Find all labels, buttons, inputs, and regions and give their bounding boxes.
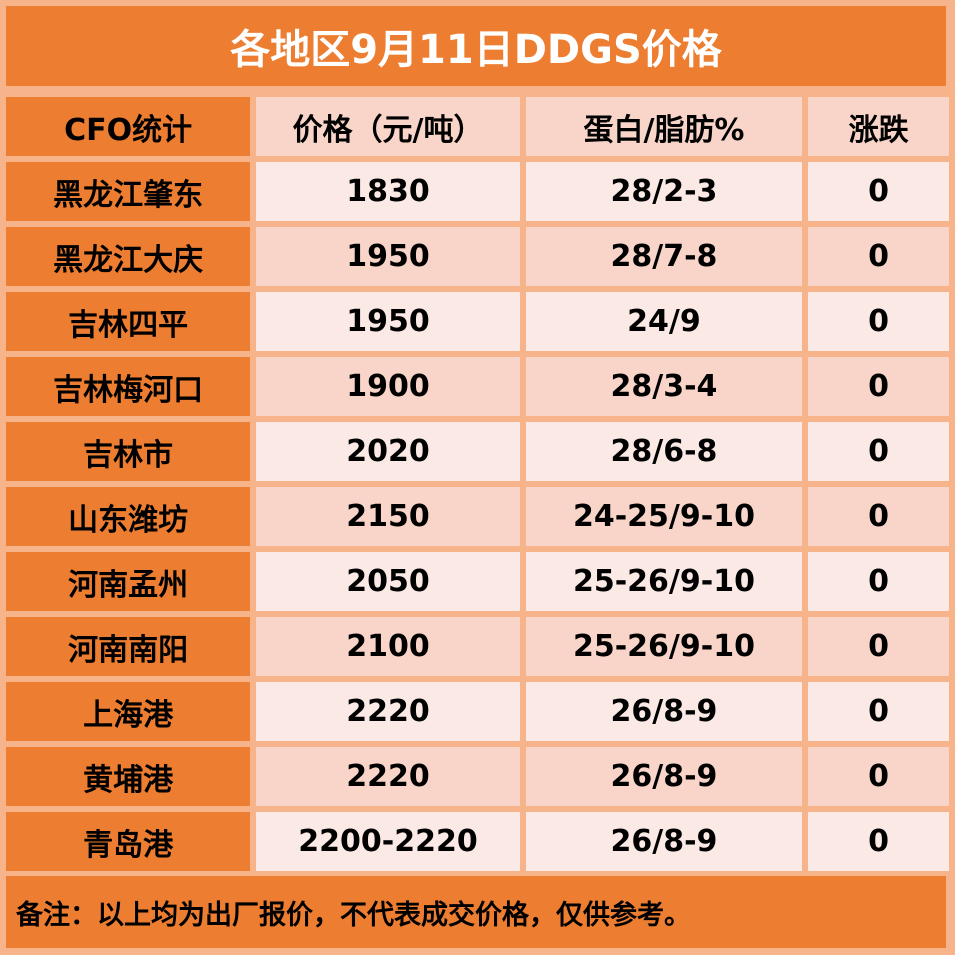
change-cell: 0: [808, 617, 949, 676]
region-cell: 黑龙江肇东: [6, 162, 251, 221]
region-cell: 青岛港: [6, 812, 251, 871]
price-cell: 2200-2220: [256, 812, 520, 871]
table-row: 吉林梅河口 1900 28/3-4 0: [6, 357, 949, 416]
table-row: 黑龙江大庆 1950 28/7-8 0: [6, 227, 949, 286]
column-header-change: 涨跌: [808, 97, 949, 156]
price-cell: 1830: [256, 162, 520, 221]
column-header-protein-fat: 蛋白/脂肪%: [525, 97, 803, 156]
region-cell: 黑龙江大庆: [6, 227, 251, 286]
table-row: 黑龙江肇东 1830 28/2-3 0: [6, 162, 949, 221]
table-row: 吉林市 2020 28/6-8 0: [6, 422, 949, 481]
price-cell: 2050: [256, 552, 520, 611]
protein-fat-cell: 24/9: [525, 292, 803, 351]
table-row: 河南南阳 2100 25-26/9-10 0: [6, 617, 949, 676]
page-title: 各地区9月11日DDGS价格: [6, 6, 946, 86]
protein-fat-cell: 28/6-8: [525, 422, 803, 481]
price-cell: 1950: [256, 227, 520, 286]
change-cell: 0: [808, 747, 949, 806]
price-cell: 2150: [256, 487, 520, 546]
change-cell: 0: [808, 292, 949, 351]
column-header-region: CFO统计: [6, 97, 251, 156]
region-cell: 黄埔港: [6, 747, 251, 806]
region-cell: 河南南阳: [6, 617, 251, 676]
protein-fat-cell: 26/8-9: [525, 682, 803, 741]
table-row: 吉林四平 1950 24/9 0: [6, 292, 949, 351]
price-cell: 1950: [256, 292, 520, 351]
change-cell: 0: [808, 162, 949, 221]
table-row: 黄埔港 2220 26/8-9 0: [6, 747, 949, 806]
price-cell: 2220: [256, 747, 520, 806]
change-cell: 0: [808, 227, 949, 286]
region-cell: 吉林市: [6, 422, 251, 481]
change-cell: 0: [808, 552, 949, 611]
protein-fat-cell: 28/3-4: [525, 357, 803, 416]
price-cell: 2020: [256, 422, 520, 481]
change-cell: 0: [808, 422, 949, 481]
protein-fat-cell: 25-26/9-10: [525, 552, 803, 611]
region-cell: 吉林四平: [6, 292, 251, 351]
table-row: 上海港 2220 26/8-9 0: [6, 682, 949, 741]
protein-fat-cell: 28/2-3: [525, 162, 803, 221]
table-row: 河南孟州 2050 25-26/9-10 0: [6, 552, 949, 611]
region-cell: 吉林梅河口: [6, 357, 251, 416]
price-cell: 1900: [256, 357, 520, 416]
region-cell: 山东潍坊: [6, 487, 251, 546]
region-cell: 上海港: [6, 682, 251, 741]
protein-fat-cell: 26/8-9: [525, 812, 803, 871]
table-row: 山东潍坊 2150 24-25/9-10 0: [6, 487, 949, 546]
change-cell: 0: [808, 682, 949, 741]
change-cell: 0: [808, 357, 949, 416]
table-row: 青岛港 2200-2220 26/8-9 0: [6, 812, 949, 871]
column-header-price: 价格（元/吨）: [256, 97, 520, 156]
protein-fat-cell: 28/7-8: [525, 227, 803, 286]
footnote: 备注：以上均为出厂报价，不代表成交价格，仅供参考。: [6, 876, 946, 948]
region-cell: 河南孟州: [6, 552, 251, 611]
price-cell: 2100: [256, 617, 520, 676]
protein-fat-cell: 26/8-9: [525, 747, 803, 806]
table-header-row: CFO统计 价格（元/吨） 蛋白/脂肪% 涨跌: [6, 97, 949, 156]
price-cell: 2220: [256, 682, 520, 741]
price-table: CFO统计 价格（元/吨） 蛋白/脂肪% 涨跌 黑龙江肇东 1830 28/2-…: [0, 91, 955, 877]
change-cell: 0: [808, 487, 949, 546]
protein-fat-cell: 24-25/9-10: [525, 487, 803, 546]
protein-fat-cell: 25-26/9-10: [525, 617, 803, 676]
change-cell: 0: [808, 812, 949, 871]
